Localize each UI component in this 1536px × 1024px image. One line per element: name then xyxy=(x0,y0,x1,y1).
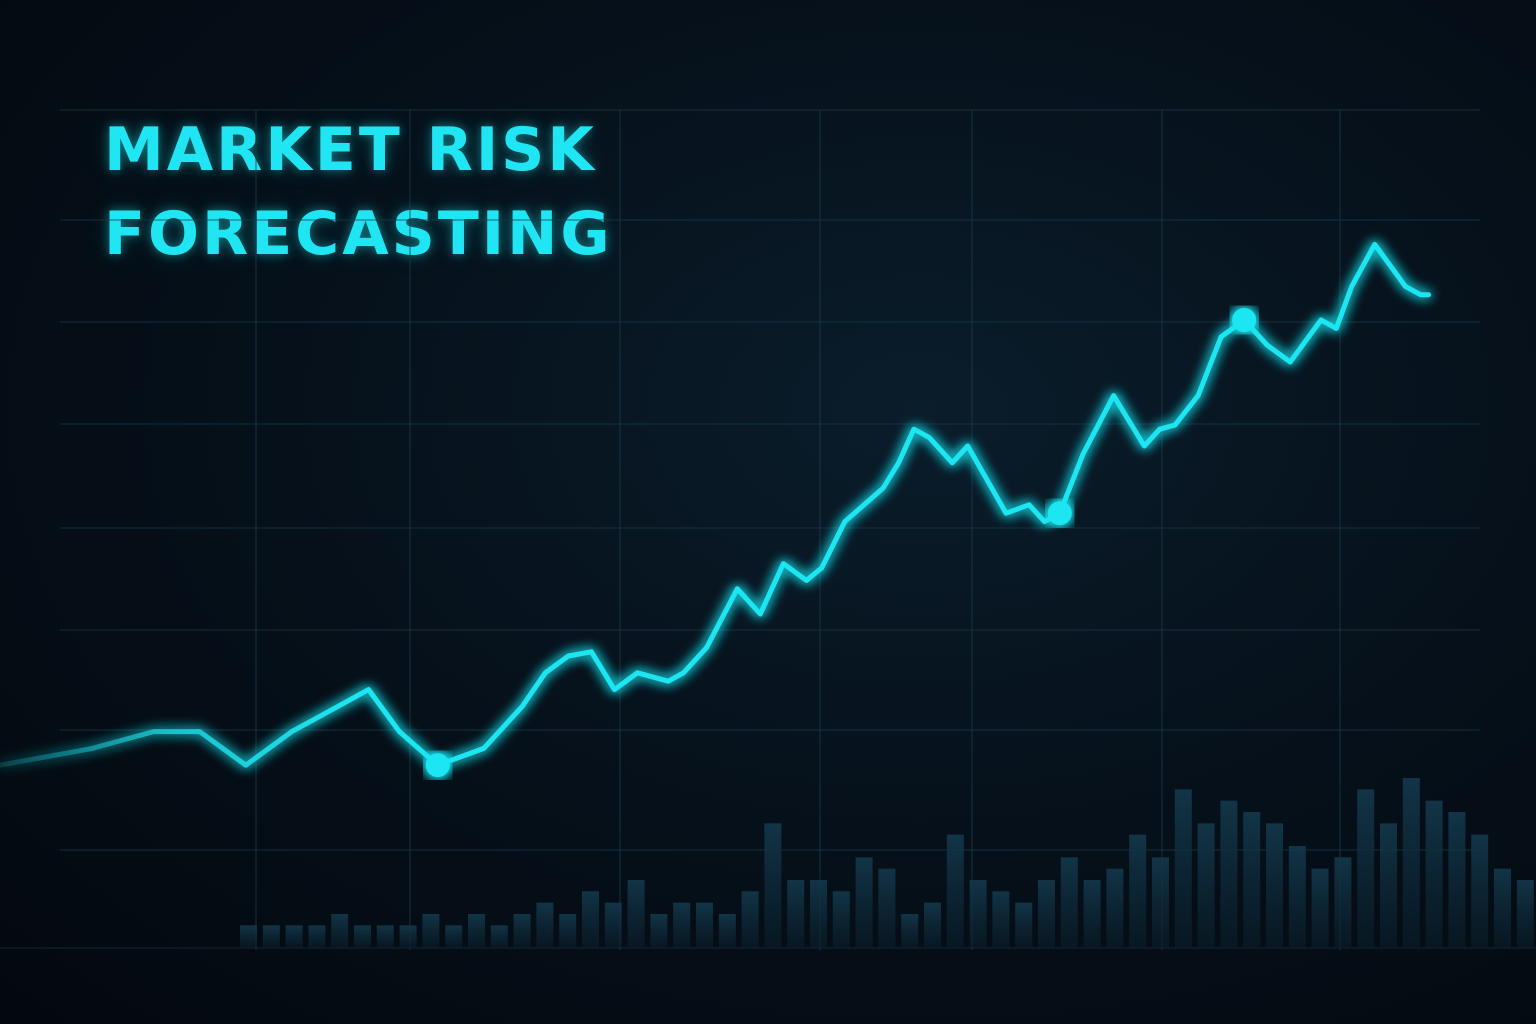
volume-bar xyxy=(1197,823,1215,948)
highlight-point xyxy=(1047,501,1072,526)
volume-bar xyxy=(604,902,622,948)
highlight-point xyxy=(425,753,450,778)
volume-bar xyxy=(878,868,896,948)
volume-bar xyxy=(1311,868,1329,948)
chart-title-line-1: MARKET RISK xyxy=(104,115,597,185)
volume-bar xyxy=(582,891,599,948)
volume-bar xyxy=(1038,880,1055,948)
volume-bar xyxy=(468,914,485,948)
volume-bars xyxy=(240,778,1534,948)
volume-bar xyxy=(1220,800,1238,948)
volume-bar xyxy=(490,925,508,948)
volume-bar xyxy=(787,880,805,948)
volume-bar xyxy=(650,914,668,948)
volume-bar xyxy=(810,880,827,948)
volume-bar xyxy=(422,914,440,948)
volume-bar xyxy=(673,902,691,948)
volume-bar xyxy=(1288,846,1306,948)
volume-bar xyxy=(901,914,919,948)
volume-bar xyxy=(741,891,759,948)
highlight-points xyxy=(425,308,1257,778)
volume-bar xyxy=(1106,868,1124,948)
volume-bar xyxy=(240,925,257,948)
volume-bar xyxy=(1152,857,1169,948)
volume-bar xyxy=(855,857,873,948)
volume-bar xyxy=(1380,823,1397,948)
volume-bar xyxy=(445,925,463,948)
volume-bar xyxy=(1357,789,1375,948)
volume-bar xyxy=(1516,880,1534,948)
volume-bar xyxy=(559,914,577,948)
volume-bar xyxy=(376,925,394,948)
volume-bar xyxy=(308,925,326,948)
volume-bar xyxy=(924,902,941,948)
volume-bar xyxy=(1129,834,1147,948)
volume-bar xyxy=(946,834,964,948)
volume-bar xyxy=(513,914,531,948)
volume-bar xyxy=(969,880,987,948)
volume-bar xyxy=(1334,857,1352,948)
volume-bar xyxy=(627,880,645,948)
volume-bar xyxy=(696,902,713,948)
highlight-point xyxy=(1232,308,1257,332)
volume-bar xyxy=(1425,800,1443,948)
volume-bar xyxy=(285,925,303,948)
volume-bar xyxy=(992,891,1010,948)
volume-bar xyxy=(832,891,850,948)
volume-bar xyxy=(1243,812,1261,948)
volume-bar xyxy=(718,914,736,948)
volume-bar xyxy=(1174,789,1192,948)
chart-title: MARKET RISK FORECASTING xyxy=(104,108,613,276)
volume-bar xyxy=(399,925,417,948)
chart-title-line-2: FORECASTING xyxy=(104,199,613,269)
volume-bar xyxy=(1402,778,1420,948)
volume-bar xyxy=(262,925,280,948)
volume-bar xyxy=(1060,857,1078,948)
volume-bar xyxy=(331,914,349,948)
volume-bar xyxy=(764,823,782,948)
volume-bar xyxy=(1448,812,1466,948)
volume-bar xyxy=(1471,834,1489,948)
volume-bar xyxy=(1494,868,1511,948)
volume-bar xyxy=(536,902,554,948)
volume-bar xyxy=(354,925,371,948)
volume-bar xyxy=(1015,902,1033,948)
volume-bar xyxy=(1266,823,1283,948)
volume-bar xyxy=(1083,880,1101,948)
